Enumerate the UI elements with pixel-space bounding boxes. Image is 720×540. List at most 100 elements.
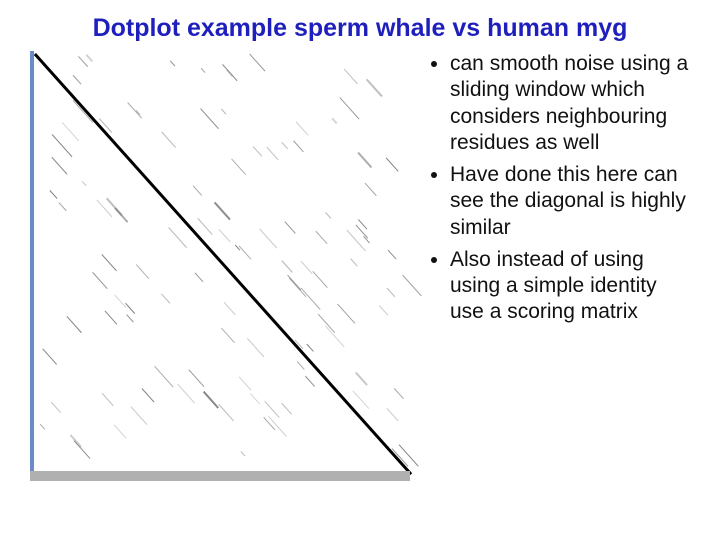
dotplot-dash [214,202,230,220]
dotplot-dash [337,303,355,323]
dotplot-dash [189,370,205,388]
dotplot-dash [296,122,309,136]
dotplot-dash [218,229,230,242]
dotplot-dash [50,190,58,199]
dotplot-dash [51,401,61,412]
dotplot-dash [387,249,396,259]
dotplot-dash [127,102,142,119]
dotplot-dash [357,152,371,168]
bullet-item: Have done this here can see the diagonal… [450,162,690,241]
dotplot-dash [70,434,82,447]
dotplot-dash [386,287,395,297]
dotplot-dash [160,294,170,305]
dotplot-dash [355,372,368,386]
dotplot-dash [195,273,204,283]
dotplot-dash [92,272,107,289]
dotplot-dash [66,316,82,333]
dotplot-dash [340,97,360,119]
dotplot-dash [40,424,45,430]
dotplot-dash [78,56,88,67]
dotplot-dash [316,231,328,244]
dotplot-area [30,51,410,481]
dotplot-dash [394,388,404,399]
dotplot-dash [51,134,72,157]
dotplot-dash [249,393,259,404]
dotplot-dash [101,393,114,407]
slide: Dotplot example sperm whale vs human myg… [0,0,720,540]
dotplot-dash [241,452,245,457]
dotplot-dash [305,376,315,387]
dotplot-dash [193,186,202,196]
bullet-item: Also instead of using using a simple ide… [450,247,690,326]
dotplot-dash [301,261,313,275]
dotplot-dash [220,109,226,115]
dotplot-dash [325,212,332,219]
dotplot-dash [72,75,81,84]
dotplot-dash [259,228,278,248]
dotplot-dash [247,338,265,357]
dotplot-dash [62,122,79,141]
dotplot-dash [306,343,314,351]
dotplot-dash [281,403,292,415]
dotplot-dash [161,132,176,148]
dotplot-dash [296,362,305,371]
dotplot-dash [200,108,219,129]
x-axis [30,471,410,481]
dotplot-dash [203,391,219,409]
dotplot-dash [350,259,357,267]
dotplot-dash [223,64,238,81]
dotplot-dash [325,326,344,347]
dotplot-dash [101,254,117,271]
bullet-list: can smooth noise using a sliding window … [428,51,690,332]
dotplot-dash [385,157,398,171]
dotplot-dash [252,146,261,156]
dotplot-dash [284,221,296,234]
dotplot-dash [403,274,422,295]
content-row: can smooth noise using a sliding window … [30,51,690,481]
dotplot-dash [267,147,279,160]
dotplot-dash [231,159,246,175]
dotplot-dash [238,245,251,259]
dotplot-dash [224,302,236,316]
dotplot-dash [364,182,377,196]
dotplot-dash [221,328,235,344]
dotplot-dash [287,274,302,290]
dotplot-dash [51,157,67,174]
dotplot-dash [113,425,126,439]
dotplot-dash [293,140,304,152]
dotplot-dash [344,69,358,84]
dotplot-dash [312,271,328,288]
dotplot-dash [356,224,368,238]
dotplot-dash [250,53,266,70]
dotplot-dash [58,202,66,211]
dotplot-dash [197,218,213,235]
dotplot-dash [72,100,93,123]
dotplot-dash [281,260,293,273]
dotplot-dash [300,287,320,309]
dotplot-dash [332,118,338,124]
dotplot-dash [367,78,383,96]
dotplot-dash [154,366,173,387]
dotplot-dash [264,401,279,418]
dotplot-dash [142,388,155,402]
dotplot-dash [263,417,275,430]
page-title: Dotplot example sperm whale vs human myg [30,14,690,43]
dotplot-dash [115,295,127,308]
dotplot-dash [218,404,234,421]
dotplot-dash [136,265,149,280]
dotplot-dash [74,441,91,460]
dotplot-dash [379,306,389,317]
dotplot-dash [386,408,398,421]
dotplot-dash [200,68,205,73]
dotplot-figure [30,51,410,481]
dotplot-dash [318,314,335,333]
dotplot-dash [42,348,57,365]
dotplot-dash [127,315,135,323]
dotplot-dash [131,406,147,424]
dotplot-dash [176,383,194,403]
dotplot-dash [281,142,288,150]
dotplot-dash [86,54,93,62]
dotplot-dash [170,61,176,67]
dotplot-dash [352,390,368,408]
dotplot-dash [238,377,251,391]
